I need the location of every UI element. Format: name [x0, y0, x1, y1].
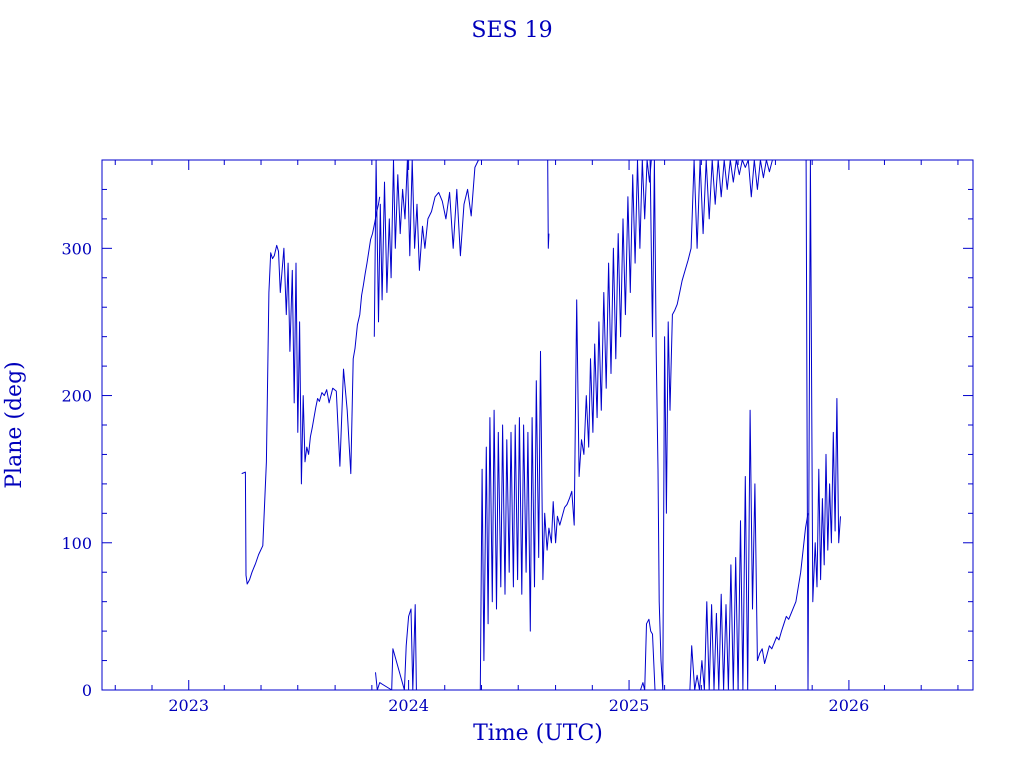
- series-line-4: [479, 159, 654, 691]
- y-tick-label: 200: [61, 387, 92, 406]
- x-tick-label: 2026: [829, 696, 870, 715]
- x-axis-label: Time (UTC): [473, 721, 603, 746]
- chart-title: SES 19: [471, 18, 552, 43]
- series-line-9: [805, 159, 841, 691]
- y-tick-label: 0: [82, 681, 92, 700]
- series-line-7: [640, 618, 656, 691]
- y-tick-label: 300: [61, 239, 92, 258]
- plot-frame: [101, 159, 974, 691]
- x-tick-label: 2023: [168, 696, 209, 715]
- x-tick-label: 2024: [388, 696, 429, 715]
- y-axis-label: Plane (deg): [2, 361, 27, 489]
- series-line-5: [649, 159, 773, 691]
- y-tick-label: 100: [61, 534, 92, 553]
- plot-area: [241, 159, 841, 691]
- series-line-8: [689, 409, 809, 691]
- axes: 2023 2024 2025 2026 0 100 200 300: [61, 159, 974, 715]
- series-line-6: [547, 159, 550, 249]
- series-line-2: [373, 159, 481, 337]
- x-tick-label: 2025: [609, 696, 650, 715]
- series-line-3: [375, 604, 417, 691]
- series-line-1: [241, 196, 381, 585]
